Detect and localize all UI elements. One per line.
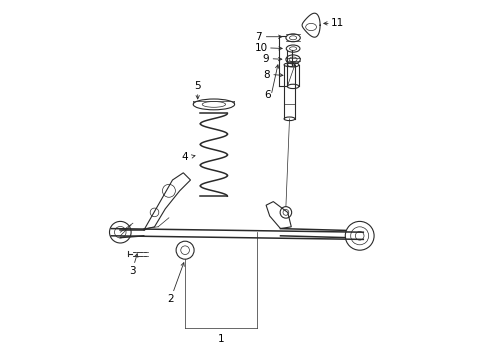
Text: 6: 6 <box>264 90 271 100</box>
Text: 10: 10 <box>255 43 268 53</box>
Text: 11: 11 <box>330 18 343 28</box>
Text: 2: 2 <box>167 263 184 304</box>
Text: 7: 7 <box>255 32 262 42</box>
Text: 3: 3 <box>129 254 138 276</box>
Text: 9: 9 <box>262 54 268 64</box>
Text: 4: 4 <box>182 152 188 162</box>
Text: 5: 5 <box>194 81 201 99</box>
Text: 1: 1 <box>217 334 224 344</box>
Text: 8: 8 <box>262 69 269 80</box>
